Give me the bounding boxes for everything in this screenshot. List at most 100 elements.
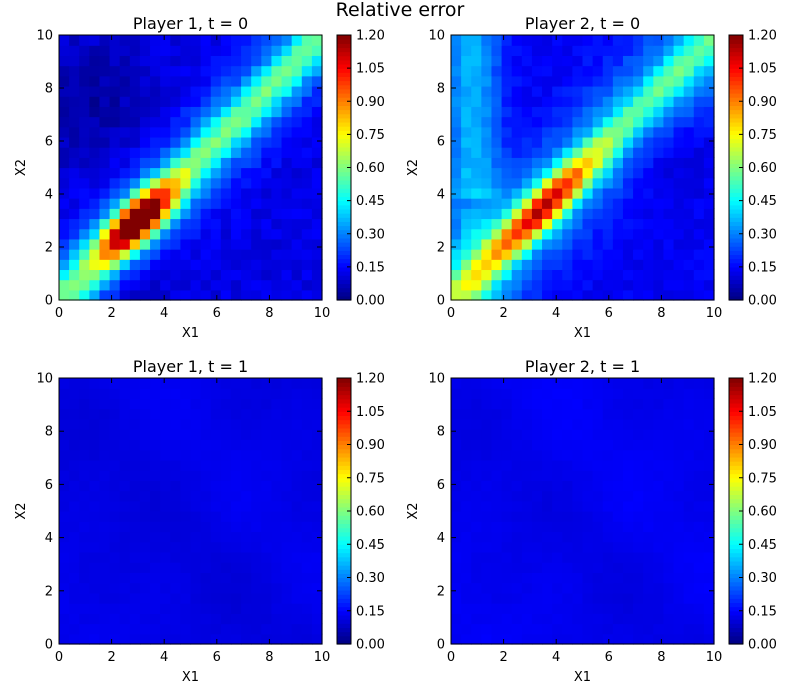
heatmap-cell [663, 65, 675, 77]
heatmap-cell [622, 582, 634, 594]
heatmap-cell [160, 65, 171, 77]
heatmap-cell [451, 289, 462, 301]
heatmap-cell [220, 45, 232, 56]
heatmap-cell [220, 418, 232, 430]
heatmap-cell [612, 259, 624, 271]
heatmap-cell [230, 238, 242, 250]
heatmap-cell [582, 269, 594, 281]
heatmap-cell [481, 269, 493, 281]
heatmap-cell [271, 623, 283, 635]
colorbar-segment [337, 419, 351, 425]
colorbar-segment [729, 130, 743, 135]
heatmap-cell [673, 531, 685, 543]
heatmap-cell [643, 249, 654, 260]
heatmap-cell [281, 623, 293, 635]
heatmap-cell [220, 500, 232, 512]
heatmap-cell [200, 511, 212, 522]
heatmap-cell [703, 531, 715, 543]
colorbar-segment [729, 188, 743, 193]
heatmap-cell [109, 198, 121, 209]
heatmap-cell [622, 490, 634, 502]
heatmap-cell [693, 75, 705, 87]
heatmap-cell [602, 279, 614, 291]
heatmap-cell [230, 388, 242, 400]
heatmap-cell [129, 187, 141, 199]
heatmap-cell [572, 35, 584, 46]
heatmap-cell [653, 126, 665, 138]
heatmap-cell [150, 96, 161, 107]
colorbar-segment [337, 171, 351, 177]
heatmap-cell [271, 167, 283, 179]
panel-title: Player 2, t = 0 [525, 14, 640, 33]
heatmap-cell [663, 603, 675, 614]
heatmap-cell [592, 378, 604, 389]
heatmap-cell [119, 531, 131, 543]
heatmap-cell [693, 418, 705, 430]
heatmap-cell [220, 592, 232, 604]
heatmap-cell [261, 623, 273, 635]
heatmap-cell [693, 449, 705, 461]
heatmap-cell [501, 408, 513, 420]
heatmap-cell [180, 289, 192, 301]
heatmap-cell [210, 592, 222, 604]
heatmap-cell [261, 592, 273, 604]
heatmap-cell [271, 55, 283, 67]
heatmap-cell [653, 85, 665, 97]
heatmap-cell [612, 198, 624, 209]
heatmap-cell [220, 531, 232, 543]
heatmap-cell [491, 136, 503, 148]
heatmap-cell [59, 398, 70, 410]
heatmap-cell [562, 470, 573, 481]
x-axis-label: X1 [574, 670, 591, 685]
heatmap-cell [471, 633, 482, 645]
heatmap-cell [210, 65, 222, 77]
heatmap-cell [461, 459, 472, 471]
heatmap-cell [622, 106, 634, 118]
heatmap-cell [582, 259, 594, 271]
heatmap-cell [663, 289, 675, 301]
heatmap-cell [531, 269, 543, 281]
heatmap-cell [160, 408, 171, 420]
colorbar-segment [729, 237, 743, 243]
heatmap-cell [99, 398, 111, 410]
heatmap-cell [150, 106, 161, 118]
colorbar-segment [729, 142, 743, 148]
heatmap-cell [129, 228, 141, 240]
heatmap-cell [531, 459, 543, 471]
heatmap-cell [251, 75, 262, 87]
heatmap-cell [230, 613, 242, 625]
heatmap-cell [622, 269, 634, 281]
colorbar-segment [337, 146, 351, 152]
heatmap-cell [451, 562, 462, 573]
heatmap-cell [180, 613, 192, 625]
heatmap-cell [633, 65, 644, 77]
heatmap-cell [663, 551, 675, 563]
heatmap-cell [210, 459, 222, 471]
heatmap-cell [572, 106, 584, 118]
colorbar-segment [729, 419, 743, 425]
heatmap-cell [511, 106, 523, 118]
heatmap-cell [261, 126, 273, 138]
heatmap-cell [562, 269, 573, 281]
heatmap-cell [461, 279, 472, 291]
colorbar-segment [337, 465, 351, 471]
heatmap-cell [633, 177, 644, 189]
heatmap-cell [673, 85, 685, 97]
heatmap-cell [230, 449, 242, 461]
colorbar-segment [337, 477, 351, 483]
heatmap-cell [251, 480, 262, 492]
heatmap-cells [451, 378, 715, 645]
heatmap-cell [693, 259, 705, 271]
heatmap-cell [291, 531, 303, 543]
heatmap-cell [241, 116, 252, 128]
heatmap-cell [129, 429, 141, 440]
heatmap-cell [119, 459, 131, 471]
heatmap-cell [200, 572, 212, 584]
colorbar-segment [729, 473, 743, 479]
heatmap-cell [129, 603, 141, 614]
heatmap-cell [683, 126, 695, 138]
heatmap-cell [291, 65, 303, 77]
heatmap-cell [251, 228, 262, 240]
heatmap-cell [542, 480, 553, 492]
heatmap-cell [673, 96, 685, 107]
